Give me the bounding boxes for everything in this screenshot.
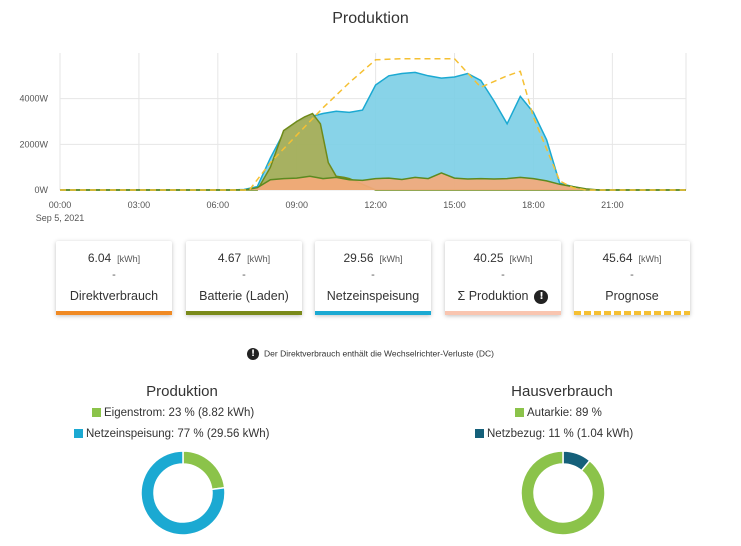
legend-text: Eigenstrom: 23 % (8.82 kWh): [104, 407, 255, 419]
legend-item-netzeinspeisung[interactable]: Netzeinspeisung: 77 % (29.56 kWh): [74, 428, 269, 440]
x-tick-label: 18:00: [522, 200, 545, 210]
card-unit: [kWh]: [379, 254, 403, 264]
donut-chart-produktion[interactable]: [138, 448, 228, 538]
x-tick-label: 15:00: [443, 200, 466, 210]
summary-cards: 6.04 [kWh] - Direktverbrauch 4.67 [kWh] - …: [56, 241, 696, 315]
card-dash: -: [371, 269, 375, 281]
y-tick-label: 4000W: [19, 94, 48, 104]
card-dash: -: [112, 269, 116, 281]
x-tick-label: 00:00: [49, 200, 72, 210]
card-label: Direktverbrauch: [69, 289, 159, 303]
donut-chart-hausverbrauch[interactable]: [518, 448, 608, 538]
x-tick-label: 06:00: [207, 200, 230, 210]
x-tick-label: 21:00: [601, 200, 624, 210]
card-value: 4.67: [217, 251, 242, 265]
card-dash: -: [630, 269, 634, 281]
card-unit: [kWh]: [117, 254, 141, 264]
line-batterie-laden-: [60, 112, 686, 191]
card-value: 45.64: [602, 251, 633, 265]
y-tick-label: 0W: [35, 185, 49, 195]
x-tick-label: 03:00: [128, 200, 151, 210]
legend-text: Netzeinspeisung: 77 % (29.56 kWh): [86, 428, 270, 440]
card-value-row: 6.04 [kWh]: [56, 251, 172, 265]
line-prognose: [60, 57, 686, 191]
card-unit: [kWh]: [638, 254, 662, 264]
card-direktverbrauch[interactable]: 6.04 [kWh] - Direktverbrauch: [56, 241, 172, 315]
donut-segment[interactable]: [520, 450, 606, 536]
card-value-row: 40.25 [kWh]: [445, 251, 561, 265]
footnote: ! Der Direktverbrauch enthält die Wechsel…: [0, 348, 741, 360]
card-color-bar: [445, 311, 561, 315]
card-label: Σ Produktion: [457, 289, 529, 303]
card-prognose[interactable]: 45.64 [kWh] - Prognose: [574, 241, 690, 315]
card-produktion[interactable]: 40.25 [kWh] - Σ Produktion!: [445, 241, 561, 315]
card-value-row: 4.67 [kWh]: [186, 251, 302, 265]
card-batterie[interactable]: 4.67 [kWh] - Batterie (Laden): [186, 241, 302, 315]
card-color-bar: [186, 311, 302, 315]
card-value-row: 29.56 [kWh]: [315, 251, 431, 265]
legend-item-autarkie[interactable]: Autarkie: 89 %: [515, 407, 602, 419]
card-label: Batterie (Laden): [199, 289, 289, 303]
legend-item-eigenstrom[interactable]: Eigenstrom: 23 % (8.82 kWh): [92, 407, 254, 419]
card-label: Prognose: [605, 289, 659, 303]
donut-title-hausverbrauch: Hausverbrauch: [511, 383, 613, 400]
card-value: 29.56: [343, 251, 374, 265]
donut-title-produktion: Produktion: [146, 383, 218, 400]
legend-item-netzbezug[interactable]: Netzbezug: 11 % (1.04 kWh): [475, 428, 633, 440]
legend-swatch: [74, 429, 83, 438]
donut-segment[interactable]: [182, 450, 226, 491]
area-netzeinspeisung: [60, 72, 686, 190]
info-icon[interactable]: !: [534, 289, 549, 304]
legend-text: Netzbezug: 11 % (1.04 kWh): [487, 428, 634, 440]
card-label-row: Σ Produktion!: [445, 289, 561, 304]
card-dash: -: [501, 269, 505, 281]
card-netzeinspeisung[interactable]: 29.56 [kWh] - Netzeinspeisung: [315, 241, 431, 315]
card-unit: [kWh]: [509, 254, 533, 264]
x-date-label: Sep 5, 2021: [36, 213, 85, 223]
card-value-row: 45.64 [kWh]: [574, 251, 690, 265]
legend-swatch: [475, 429, 484, 438]
donut-segment[interactable]: [140, 450, 226, 536]
card-value: 6.04: [87, 251, 112, 265]
card-color-bar: [56, 311, 172, 315]
card-color-bar: [315, 311, 431, 315]
legend-text: Autarkie: 89 %: [527, 407, 602, 419]
legend-swatch: [515, 408, 524, 417]
card-value: 40.25: [473, 251, 504, 265]
card-label: Netzeinspeisung: [326, 289, 420, 303]
card-unit: [kWh]: [247, 254, 271, 264]
x-tick-label: 09:00: [285, 200, 308, 210]
y-tick-label: 2000W: [19, 139, 48, 149]
line-direktverbrauch: [60, 172, 686, 191]
info-icon: !: [247, 348, 260, 360]
area-direktverbrauch: [60, 172, 686, 190]
production-chart[interactable]: 00:00 03:00 06:00 09:00 12:00 15:00 18:00 21:00…: [0, 0, 741, 230]
x-tick-label: 12:00: [364, 200, 387, 210]
chart-title: Produktion: [332, 10, 409, 27]
legend-swatch: [92, 408, 101, 417]
footnote-text: Der Direktverbrauch enthält die Wechselr…: [264, 348, 494, 359]
card-color-bar-dashed: [574, 311, 690, 315]
card-dash: -: [242, 269, 246, 281]
